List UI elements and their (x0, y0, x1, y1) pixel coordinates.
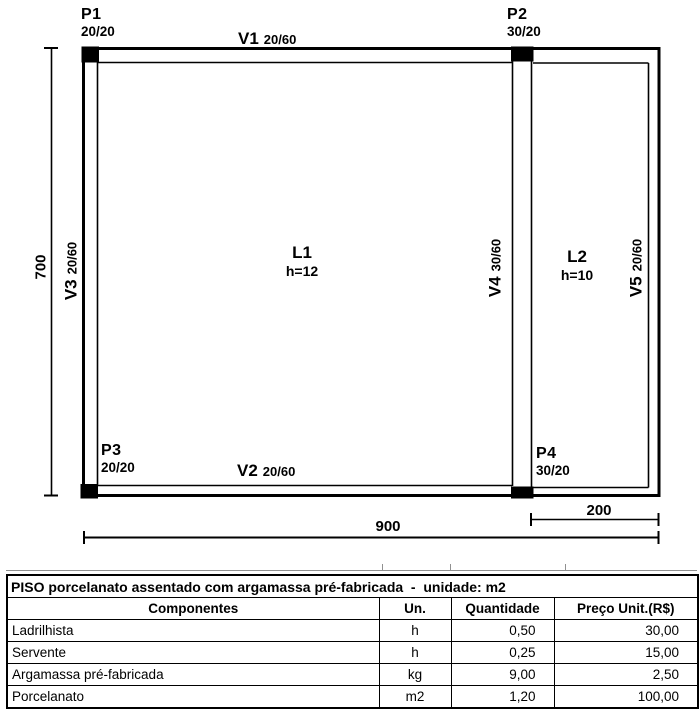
table-row: Servente h 0,25 15,00 (6, 641, 699, 664)
header-un: Un. (378, 597, 452, 620)
header-preco-unit: Preço Unit.(R$) (553, 597, 699, 620)
header-componentes: Componentes (6, 597, 380, 620)
dim-line-900 (83, 531, 660, 544)
table-row: Argamassa pré-fabricada kg 9,00 2,50 (6, 663, 699, 686)
cost-table-title-row: PISO porcelanato assentado com argamassa… (6, 574, 699, 598)
dim-label-200: 200 (586, 502, 612, 519)
cell-unit: h (378, 619, 452, 642)
cell-quantity: 1,20 (450, 685, 555, 709)
cell-quantity: 0,50 (450, 619, 555, 642)
column-p1-marker (81, 46, 99, 63)
table-row: Ladrilhista h 0,50 30,00 (6, 619, 699, 642)
cell-quantity: 9,00 (450, 663, 555, 686)
cell-unit-price: 100,00 (553, 685, 699, 709)
beam-label-v5: V520/60 (626, 238, 646, 298)
slab-label-l2: L2 h=10 (560, 247, 594, 283)
cell-unit-price: 30,00 (553, 619, 699, 642)
column-label-p2: P2 30/20 (507, 6, 541, 39)
cell-unit-price: 15,00 (553, 641, 699, 664)
floor-plan-drawing (44, 46, 661, 544)
cell-component: Servente (6, 641, 380, 664)
dim-label-900: 900 (375, 518, 401, 535)
cell-component: Porcelanato (6, 685, 380, 709)
beam-label-v4: V430/60 (485, 238, 505, 298)
cell-unit: kg (378, 663, 452, 686)
column-label-p3: P3 20/20 (101, 442, 135, 475)
table-row: Porcelanato m2 1,20 100,00 (6, 685, 699, 709)
cell-component: Ladrilhista (6, 619, 380, 642)
beam-label-v3: V320/60 (61, 241, 81, 301)
beam-label-v2: V2 20/60 (237, 461, 296, 480)
beam-edges (96, 61, 650, 489)
column-label-p4: P4 30/20 (536, 445, 570, 478)
cell-quantity: 0,25 (450, 641, 555, 664)
dim-line-200 (530, 513, 660, 526)
column-p4-marker (511, 486, 534, 499)
cell-component: Argamassa pré-fabricada (6, 663, 380, 686)
cost-table-title: PISO porcelanato assentado com argamassa… (6, 574, 699, 598)
header-quantidade: Quantidade (450, 597, 555, 620)
dim-label-700: 700 (32, 254, 50, 280)
cell-unit: m2 (378, 685, 452, 709)
cost-table: PISO porcelanato assentado com argamassa… (6, 574, 699, 709)
dim-line-700 (44, 47, 58, 497)
column-label-p1: P1 20/20 (81, 6, 115, 39)
cell-unit-price: 2,50 (553, 663, 699, 686)
plan-outline (82, 47, 661, 497)
cell-unit: h (378, 641, 452, 664)
slab-label-l1: L1 h=12 (285, 243, 319, 279)
cost-table-header-row: Componentes Un. Quantidade Preço Unit.(R… (6, 597, 699, 620)
column-p3-marker (80, 484, 98, 499)
column-p2-marker (511, 46, 534, 62)
beam-label-v1: V1 20/60 (238, 29, 297, 48)
